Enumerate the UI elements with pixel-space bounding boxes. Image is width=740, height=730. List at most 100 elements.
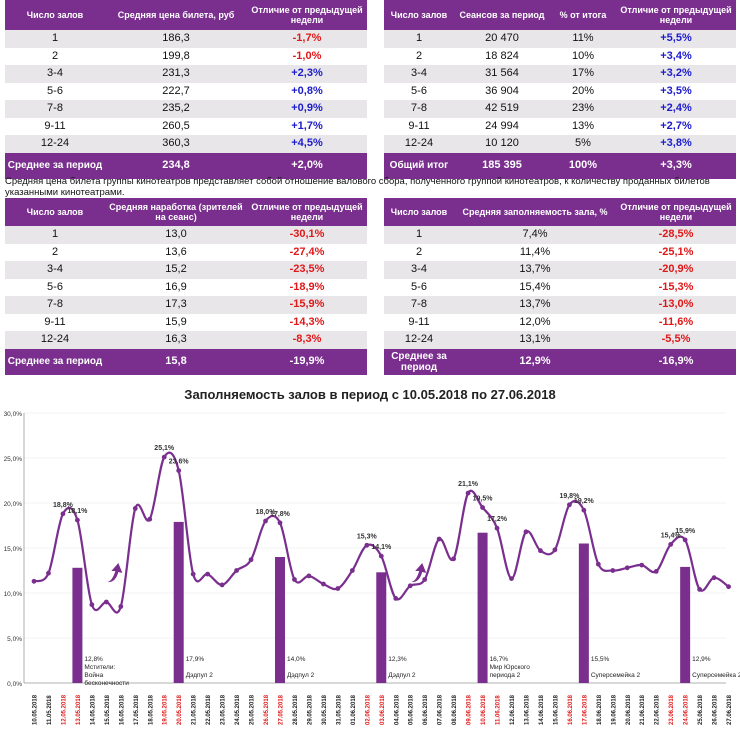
table-cell: 10 120: [454, 135, 550, 153]
x-tick-label: 15.05.2018: [105, 694, 111, 725]
x-tick-label: 25.05.2018: [250, 694, 256, 725]
table-row: 2 199,8 -1,0%: [5, 47, 367, 65]
table-row: 2 11,4% -25,1%: [384, 243, 736, 261]
table-cell: 16,9: [105, 278, 247, 296]
col-header: Число залов: [384, 0, 454, 30]
x-tick-label: 29.05.2018: [307, 694, 313, 725]
data-point: [422, 577, 428, 582]
x-tick-label: 11.05.2018: [47, 695, 53, 725]
table-row: 1 186,3 -1,7%: [5, 30, 367, 48]
x-tick-label: 10.06.2018: [481, 694, 487, 725]
x-tick-label: 16.06.2018: [568, 694, 574, 725]
table-row: 7-8 42 519 23% +2,4%: [384, 100, 736, 118]
y-tick-label: 20,0%: [4, 501, 23, 508]
x-tick-label: 20.05.2018: [177, 694, 183, 725]
table-cell: -1,7%: [247, 30, 367, 48]
data-point: [147, 516, 153, 522]
data-point: [480, 505, 485, 510]
table-cell: 1: [384, 226, 454, 244]
x-tick-label: 19.05.2018: [163, 694, 169, 725]
data-point: [248, 557, 254, 563]
table-cell: 231,3: [105, 65, 247, 83]
x-tick-label: 15.06.2018: [553, 694, 559, 725]
data-point: [335, 586, 341, 591]
data-label: 18,0%: [256, 509, 277, 516]
data-label: 18,8%: [53, 502, 74, 509]
x-tick-label: 26.06.2018: [713, 694, 719, 725]
x-tick-label: 22.06.2018: [655, 694, 661, 725]
data-point: [349, 568, 355, 573]
table-cell: 9-11: [5, 313, 105, 331]
x-tick-label: 27.05.2018: [278, 694, 284, 725]
bar-film-label: Дэдпул 2: [287, 672, 315, 679]
data-point: [263, 518, 268, 524]
data-label: 18,1%: [67, 508, 88, 515]
x-tick-label: 20.06.2018: [626, 694, 632, 725]
table-cell: 5-6: [5, 278, 105, 296]
data-point: [31, 578, 37, 584]
table-row: 7-8 235,2 +0,9%: [5, 100, 367, 118]
data-point: [436, 536, 442, 542]
table-cell: 3-4: [384, 261, 454, 279]
table-cell: 12-24: [5, 135, 105, 153]
data-point: [711, 575, 717, 581]
data-label: 23,6%: [169, 459, 190, 466]
data-point: [682, 537, 688, 543]
table-row: 9-11 12,0% -11,6%: [384, 313, 736, 331]
table-cell: +5,5%: [616, 30, 736, 48]
data-point: [277, 520, 283, 526]
bar: [274, 557, 285, 683]
data-point: [132, 506, 138, 511]
bar-film-label: Мстители:: [84, 664, 115, 671]
col-header: Средняя наработка (зрителей на сеанс): [105, 198, 247, 226]
data-point: [624, 565, 630, 571]
table-footer-row: Среднее за период 15,8 -19,9%: [5, 348, 367, 375]
y-tick-label: 5,0%: [7, 636, 22, 643]
table-row: 5-6 16,9 -18,9%: [5, 278, 367, 296]
x-tick-label: 28.05.2018: [293, 694, 299, 725]
table-cell: 7-8: [384, 296, 454, 314]
x-tick-label: 22.05.2018: [206, 694, 212, 725]
table-cell: -30,1%: [247, 226, 367, 244]
table-cell: -27,4%: [247, 243, 367, 261]
table-avg-ticket-price: Число залов Средняя цена билета, руб Отл…: [5, 0, 367, 179]
table-cell: +3,4%: [616, 47, 736, 65]
table-footer-cell: 185 395: [454, 152, 550, 179]
x-tick-label: 31.05.2018: [336, 694, 342, 725]
table-row: 12-24 13,1% -5,5%: [384, 331, 736, 349]
table-cell: +4,5%: [247, 135, 367, 153]
bar-value-label: 15,5%: [591, 656, 610, 663]
table-cell: 42 519: [454, 100, 550, 118]
table-cell: 13,1%: [454, 331, 616, 349]
bar-film-label: Война: [84, 671, 103, 679]
bar-film-label: Мир Юрского: [490, 664, 531, 671]
table-footer-cell: 12,9%: [454, 348, 616, 375]
data-label: 21,1%: [458, 481, 479, 488]
table-cell: 20%: [550, 82, 616, 100]
x-tick-label: 05.06.2018: [409, 694, 415, 725]
bar-value-label: 12,3%: [388, 656, 407, 663]
table-cell: 1: [384, 30, 454, 48]
table-cell: 1: [5, 30, 105, 48]
table-cell: 13%: [550, 117, 616, 135]
table-cell: 15,9: [105, 313, 247, 331]
data-label: 14,1%: [371, 544, 392, 551]
table-cell: 17,3: [105, 296, 247, 314]
col-header: Отличие от предыдущей недели: [616, 0, 736, 30]
data-point: [161, 454, 167, 460]
bar-value-label: 14,0%: [287, 656, 306, 663]
table-cell: -1,0%: [247, 47, 367, 65]
table-cell: +1,7%: [247, 117, 367, 135]
data-point: [538, 548, 543, 554]
x-tick-label: 30.05.2018: [322, 694, 328, 725]
trend-arrow-icon: [107, 563, 123, 583]
table-cell: 2: [5, 47, 105, 65]
table-footer-cell: +2,0%: [247, 152, 367, 179]
table-row: 12-24 360,3 +4,5%: [5, 135, 367, 153]
x-tick-label: 21.06.2018: [640, 694, 646, 725]
bar-value-label: 16,7%: [490, 656, 509, 663]
bar: [72, 567, 83, 683]
col-header: Число залов: [5, 198, 105, 226]
table-cell: 18 824: [454, 47, 550, 65]
x-tick-label: 03.06.2018: [380, 694, 386, 725]
